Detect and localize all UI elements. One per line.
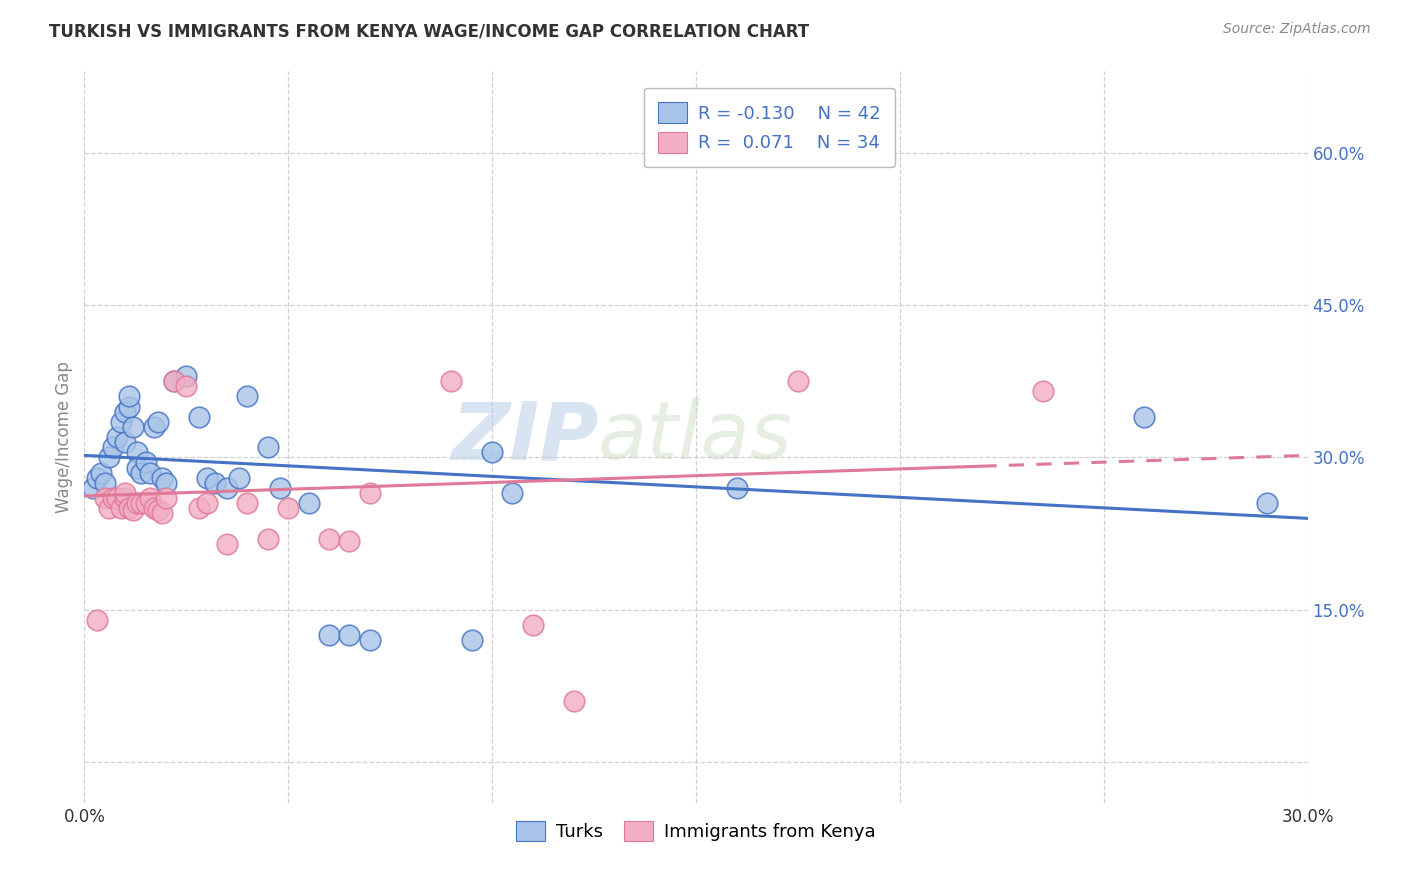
- Point: [114, 486, 136, 500]
- Y-axis label: Wage/Income Gap: Wage/Income Gap: [55, 361, 73, 513]
- Point: [114, 405, 136, 419]
- Point: [1032, 384, 1054, 399]
- Point: [359, 486, 381, 500]
- Point: [118, 501, 141, 516]
- Point: [90, 466, 112, 480]
- Point: [187, 409, 209, 424]
- Point: [86, 471, 108, 485]
- Point: [359, 633, 381, 648]
- Text: Source: ZipAtlas.com: Source: ZipAtlas.com: [1223, 22, 1371, 37]
- Point: [127, 460, 149, 475]
- Point: [114, 491, 136, 505]
- Point: [174, 379, 197, 393]
- Point: [142, 420, 165, 434]
- Point: [236, 496, 259, 510]
- Point: [135, 496, 157, 510]
- Point: [138, 466, 160, 480]
- Point: [101, 440, 124, 454]
- Point: [217, 481, 239, 495]
- Point: [150, 471, 173, 485]
- Point: [114, 435, 136, 450]
- Point: [228, 471, 250, 485]
- Point: [122, 420, 145, 434]
- Point: [118, 389, 141, 403]
- Point: [318, 628, 340, 642]
- Point: [146, 415, 169, 429]
- Point: [155, 475, 177, 490]
- Point: [155, 491, 177, 505]
- Legend: Turks, Immigrants from Kenya: Turks, Immigrants from Kenya: [509, 814, 883, 848]
- Point: [195, 496, 218, 510]
- Point: [163, 374, 186, 388]
- Point: [97, 450, 120, 465]
- Point: [105, 430, 128, 444]
- Point: [93, 475, 115, 490]
- Point: [339, 628, 361, 642]
- Point: [298, 496, 321, 510]
- Point: [502, 486, 524, 500]
- Point: [127, 496, 149, 510]
- Point: [236, 389, 259, 403]
- Point: [93, 491, 115, 505]
- Point: [105, 491, 128, 505]
- Point: [204, 475, 226, 490]
- Text: ZIP: ZIP: [451, 398, 598, 476]
- Point: [131, 466, 153, 480]
- Text: atlas: atlas: [598, 398, 793, 476]
- Point: [1256, 496, 1278, 510]
- Point: [562, 694, 585, 708]
- Point: [195, 471, 218, 485]
- Point: [150, 506, 173, 520]
- Point: [187, 501, 209, 516]
- Point: [174, 369, 197, 384]
- Point: [110, 501, 132, 516]
- Point: [277, 501, 299, 516]
- Point: [110, 415, 132, 429]
- Point: [440, 374, 463, 388]
- Point: [138, 491, 160, 505]
- Point: [122, 503, 145, 517]
- Point: [97, 501, 120, 516]
- Point: [118, 400, 141, 414]
- Point: [127, 445, 149, 459]
- Text: TURKISH VS IMMIGRANTS FROM KENYA WAGE/INCOME GAP CORRELATION CHART: TURKISH VS IMMIGRANTS FROM KENYA WAGE/IN…: [49, 22, 810, 40]
- Point: [318, 532, 340, 546]
- Point: [269, 481, 291, 495]
- Point: [82, 481, 104, 495]
- Point: [522, 618, 544, 632]
- Point: [257, 532, 280, 546]
- Point: [787, 374, 810, 388]
- Point: [481, 445, 503, 459]
- Point: [163, 374, 186, 388]
- Point: [339, 533, 361, 548]
- Point: [101, 491, 124, 505]
- Point: [86, 613, 108, 627]
- Point: [257, 440, 280, 454]
- Point: [217, 537, 239, 551]
- Point: [142, 501, 165, 516]
- Point: [461, 633, 484, 648]
- Point: [135, 455, 157, 469]
- Point: [1133, 409, 1156, 424]
- Point: [131, 496, 153, 510]
- Point: [725, 481, 748, 495]
- Point: [146, 503, 169, 517]
